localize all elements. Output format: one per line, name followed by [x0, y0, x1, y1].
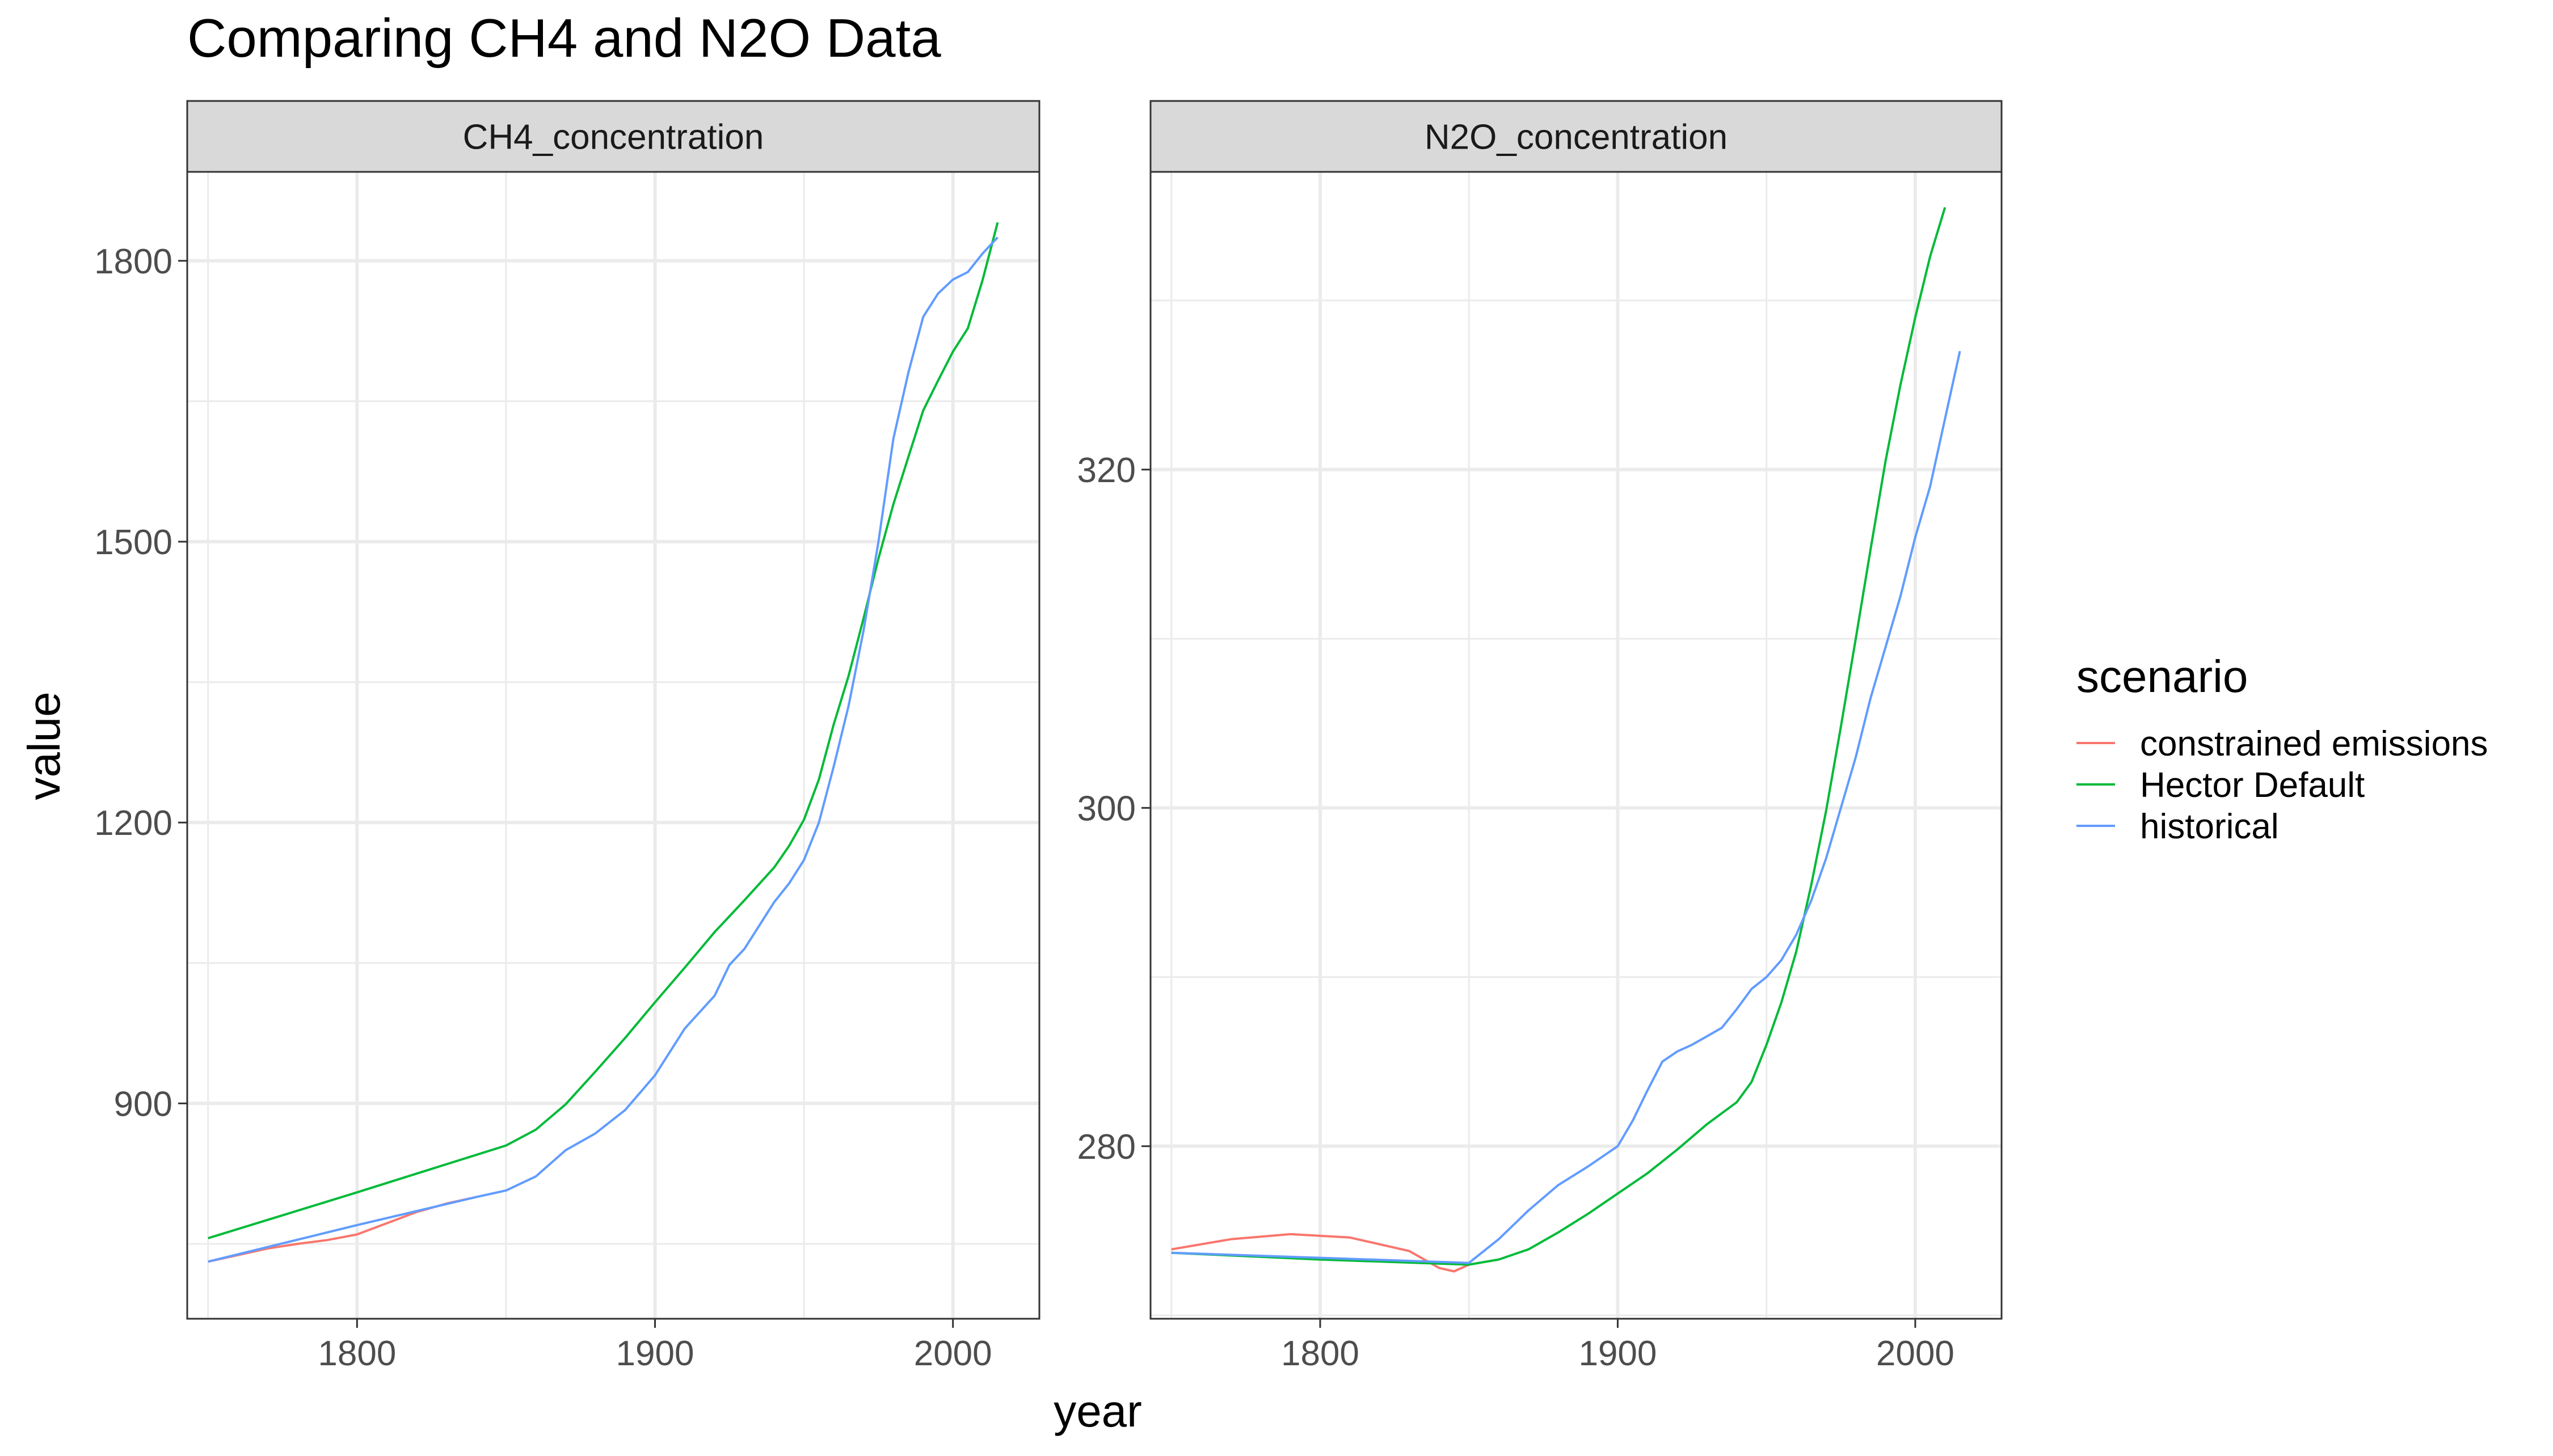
facet-strip [1149, 100, 2003, 173]
legend-label: historical [2140, 807, 2279, 846]
y-tick-label: 300 [1077, 789, 1136, 828]
chart-title: Comparing CH4 and N2O Data [187, 8, 941, 69]
y-tick-label: 900 [114, 1084, 172, 1124]
y-tick-label: 1800 [94, 242, 172, 281]
y-tick-label: 280 [1077, 1128, 1136, 1167]
legend-title: scenario [2076, 651, 2248, 702]
series-line-historical [1171, 351, 1961, 1264]
facet-strip-label: N2O_concentration [1425, 118, 1728, 157]
series-line-constrained-emissions [1171, 1233, 1470, 1273]
y-tick-label: 1200 [94, 804, 172, 843]
x-tick-label: 1900 [616, 1334, 694, 1373]
x-tick-label: 1800 [318, 1334, 396, 1373]
x-axis-label: year [1054, 1386, 1142, 1436]
y-axis-label: value [19, 691, 69, 800]
x-tick-label: 1900 [1578, 1334, 1657, 1373]
facet-panel-1: CH4_concentration 1800 1900 2000 900 1200 1500… [94, 100, 1040, 1373]
y-tick-label: 320 [1077, 451, 1136, 490]
series-line-hector-default [1171, 207, 1947, 1266]
x-tick-label: 2000 [914, 1334, 992, 1373]
facet-strip [186, 100, 1040, 173]
series-line-historical [208, 237, 999, 1263]
facet-panels: CH4_concentration 1800 1900 2000 900 1200 1500… [94, 100, 2003, 1373]
legend-label: constrained emissions [2140, 724, 2488, 763]
x-tick-label: 1800 [1281, 1334, 1359, 1373]
x-tick-label: 2000 [1876, 1334, 1954, 1373]
y-tick-label: 1500 [94, 523, 172, 562]
facet-strip-label: CH4_concentration [463, 118, 764, 157]
series-line-hector-default [208, 222, 999, 1239]
facet-panel-2: N2O_concentration 1800 1900 2000 280 300 320 [1077, 100, 2003, 1373]
legend-label: Hector Default [2140, 766, 2365, 805]
